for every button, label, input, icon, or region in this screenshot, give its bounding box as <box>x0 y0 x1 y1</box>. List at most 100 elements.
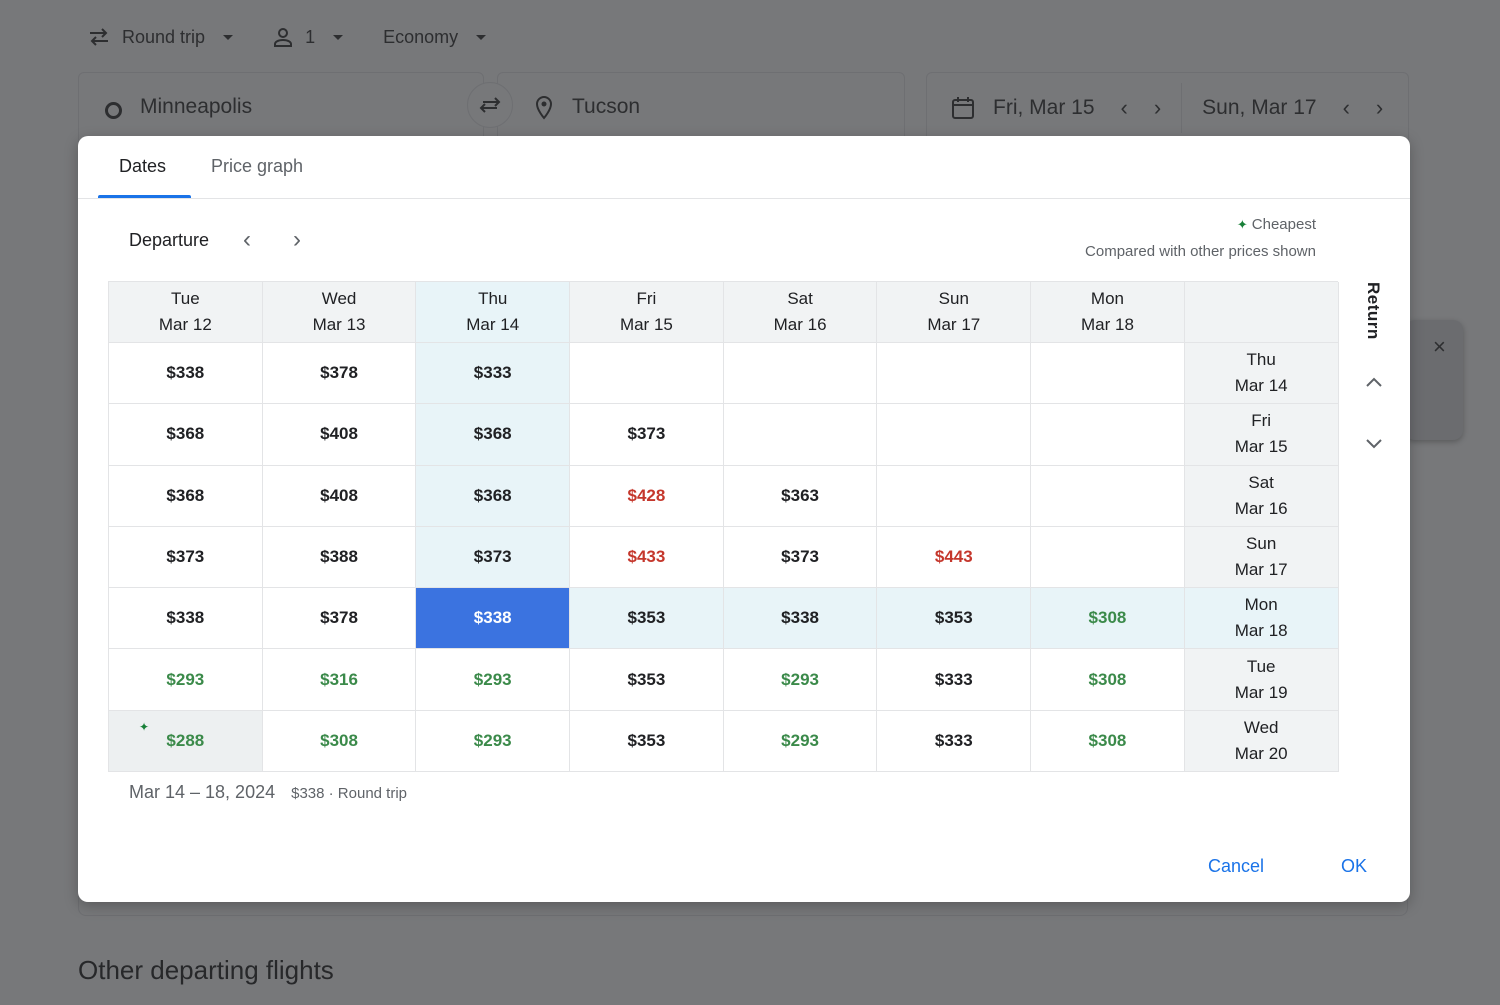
section-heading: Other departing flights <box>78 955 334 985</box>
sparkle-icon: ✦ <box>139 719 150 734</box>
close-icon[interactable]: × <box>1433 334 1446 359</box>
caret-down-icon <box>476 34 487 40</box>
empty-cell <box>877 404 1032 466</box>
departure-column-header: Tue Mar 12 <box>109 282 263 343</box>
dates-input[interactable]: Fri, Mar 15 ‹ › Sun, Mar 17 ‹ › <box>926 72 1409 152</box>
price-value: $353 <box>627 730 666 750</box>
return-row-header: Thu Mar 14 <box>1184 343 1339 405</box>
price-cell[interactable]: $378 <box>262 343 417 405</box>
price-value: $443 <box>934 547 973 567</box>
row-date: Mar 18 <box>1234 621 1288 641</box>
price-cell[interactable]: $308 <box>1031 588 1185 650</box>
row-day: Thu <box>1246 350 1276 370</box>
price-cell[interactable]: $333 <box>877 710 1032 773</box>
price-cell[interactable]: $408 <box>262 465 417 527</box>
price-cell[interactable]: $363 <box>723 465 878 527</box>
price-value: $363 <box>781 485 819 505</box>
empty-cell <box>1031 343 1185 405</box>
departure-label: Departure <box>129 229 210 250</box>
price-value: $428 <box>627 485 666 505</box>
price-cell[interactable]: $293 <box>723 649 878 711</box>
column-day: Thu <box>478 289 508 308</box>
return-row-header: Sat Mar 16 <box>1184 465 1339 527</box>
price-cell[interactable]: $353 <box>570 649 724 711</box>
row-day: Mon <box>1244 595 1278 615</box>
cabin-class-select[interactable]: Economy <box>383 27 487 48</box>
price-cell[interactable]: $368 <box>109 465 263 527</box>
departure-date-value: Fri, Mar 15 <box>993 96 1095 119</box>
destination-value: Tucson <box>572 95 641 118</box>
price-cell[interactable]: $338 <box>109 343 263 405</box>
row-date: Mar 17 <box>1234 560 1288 580</box>
price-cell[interactable]: $353 <box>877 588 1032 650</box>
prev-return-week-button[interactable] <box>1363 371 1385 393</box>
row-date: Mar 19 <box>1234 682 1288 702</box>
price-cell[interactable]: $308 <box>262 710 417 773</box>
prev-return-icon[interactable]: ‹ <box>1342 95 1350 120</box>
next-departure-week-button[interactable]: › <box>293 226 302 253</box>
price-cell[interactable]: $353 <box>570 710 724 773</box>
price-cell[interactable]: $333 <box>416 343 571 405</box>
price-cell[interactable]: $368 <box>109 404 263 466</box>
price-cell[interactable]: $368 <box>416 465 571 527</box>
price-cell[interactable]: $428 <box>570 465 724 527</box>
column-date: Mar 17 <box>927 315 981 334</box>
compared-label: Compared with other prices shown <box>1085 243 1316 260</box>
price-cell[interactable]: $373 <box>109 526 263 589</box>
selection-summary: Mar 14 – 18, 2024 $338 · Round trip <box>129 782 407 803</box>
trip-type-label: Round trip <box>122 26 206 47</box>
price-cell[interactable]: $443 <box>877 526 1032 589</box>
price-cell[interactable]: $408 <box>262 404 417 466</box>
empty-cell <box>877 465 1032 527</box>
price-cell[interactable]: $293 <box>416 649 571 711</box>
column-date: Mar 14 <box>466 315 520 334</box>
price-cell[interactable]: $378 <box>262 588 417 650</box>
price-cell[interactable]: $338 <box>416 588 571 650</box>
price-value: $293 <box>473 669 512 689</box>
price-cell[interactable]: $373 <box>570 404 724 466</box>
tab-dates[interactable]: Dates <box>119 156 167 176</box>
next-departure-icon[interactable]: › <box>1153 95 1162 120</box>
sparkle-icon: ✦ <box>1236 216 1248 232</box>
price-cell[interactable]: $333 <box>877 649 1032 711</box>
price-value: $368 <box>473 424 512 444</box>
empty-cell <box>1031 465 1185 527</box>
price-cell[interactable]: $368 <box>416 404 571 466</box>
price-grid: Tue Mar 12 Wed Mar 13 Thu Mar 14 Fri Mar 15 Sat M… <box>108 281 1339 773</box>
passengers-select[interactable]: 1 <box>273 26 344 48</box>
price-cell[interactable]: ✦ $288 <box>109 710 263 773</box>
column-date: Mar 15 <box>619 315 673 334</box>
price-value: $288 <box>166 730 205 750</box>
price-cell[interactable]: $293 <box>723 710 878 773</box>
price-value: $308 <box>1088 669 1127 689</box>
price-value: $293 <box>166 669 205 689</box>
price-value: $338 <box>781 608 819 628</box>
price-cell[interactable]: $293 <box>109 649 263 711</box>
price-cell[interactable]: $308 <box>1031 649 1185 711</box>
price-cell[interactable]: $353 <box>570 588 724 650</box>
price-cell[interactable]: $373 <box>723 526 878 589</box>
price-cell[interactable]: $433 <box>570 526 724 589</box>
location-pin-icon <box>535 95 553 120</box>
price-value: $388 <box>320 547 358 567</box>
trip-type-select[interactable]: Round trip <box>88 26 234 48</box>
tab-price-graph[interactable]: Price graph <box>211 156 304 176</box>
price-cell[interactable]: $338 <box>723 588 878 650</box>
price-cell[interactable]: $373 <box>416 526 571 589</box>
next-return-week-button[interactable] <box>1363 433 1385 455</box>
swap-locations-button[interactable] <box>467 82 513 128</box>
prev-departure-week-button[interactable]: ‹ <box>243 226 252 253</box>
calendar-icon <box>952 97 974 119</box>
price-cell[interactable]: $338 <box>109 588 263 650</box>
cancel-button[interactable]: Cancel <box>1208 856 1265 876</box>
price-cell[interactable]: $316 <box>262 649 417 711</box>
prev-departure-icon[interactable]: ‹ <box>1120 95 1128 120</box>
ok-button[interactable]: OK <box>1341 856 1368 876</box>
price-cell[interactable]: $308 <box>1031 710 1185 773</box>
price-cell[interactable]: $388 <box>262 526 417 589</box>
price-cell[interactable]: $293 <box>416 710 571 773</box>
passengers-count: 1 <box>305 26 316 47</box>
row-day: Wed <box>1243 717 1279 737</box>
next-return-icon[interactable]: › <box>1375 95 1384 120</box>
price-value: $353 <box>627 608 666 628</box>
